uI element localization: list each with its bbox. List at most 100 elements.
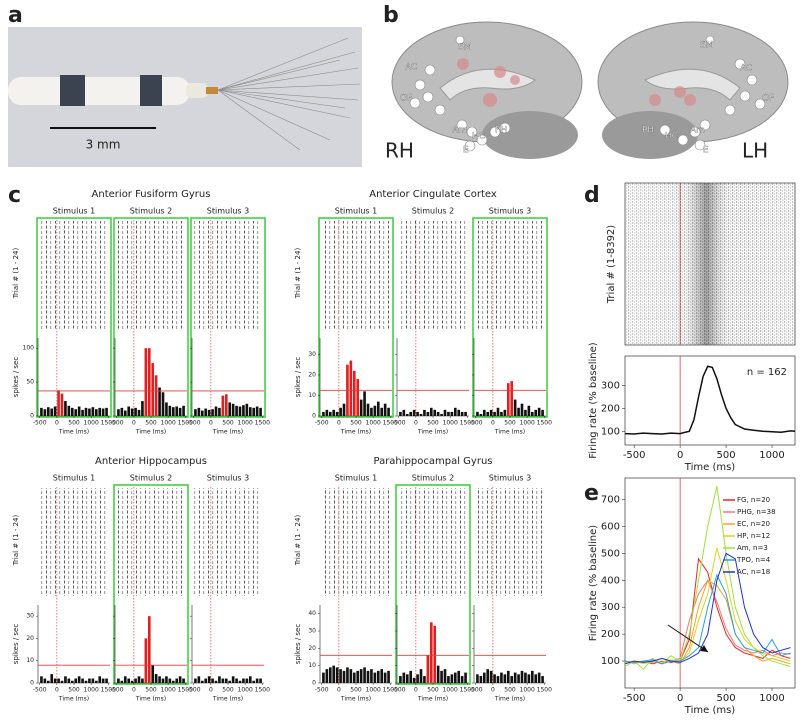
y-axis-label: spikes / sec <box>12 624 20 665</box>
group-title: Parahippocampal Gyrus <box>373 456 492 467</box>
x-tick-label: -500 <box>469 687 483 694</box>
x-tick-label: 0 <box>414 687 418 694</box>
x-tick-label: 1000 <box>443 420 458 427</box>
bar <box>154 375 158 416</box>
bar <box>259 407 262 416</box>
y-axis-label: spikes / sec <box>294 624 302 665</box>
bar <box>366 403 370 416</box>
bar <box>440 670 443 683</box>
x-tick-label: 500 <box>68 687 80 694</box>
x-tick-label: 1500 <box>537 687 552 694</box>
bar <box>178 407 182 416</box>
region-label: OF <box>762 94 774 104</box>
bar <box>370 669 373 683</box>
bar <box>117 409 120 416</box>
bar <box>513 399 517 416</box>
x-tick-label: 500 <box>222 420 234 427</box>
bar <box>175 678 179 683</box>
region-label: PH <box>642 126 654 136</box>
raster-ylabel: Trial # (1 - 24) <box>12 248 20 300</box>
bar <box>242 405 245 416</box>
bar <box>144 348 148 416</box>
x-axis-label: Time (ms) <box>417 696 448 703</box>
x-tick-label: -500 <box>623 693 646 704</box>
bar <box>332 409 336 416</box>
y-tick-label: 100 <box>601 656 620 667</box>
bar <box>98 676 102 683</box>
raster <box>322 221 390 329</box>
x-tick-label: 500 <box>350 420 362 427</box>
y-tick-label: 300 <box>601 602 620 613</box>
raster <box>399 488 467 596</box>
x-tick-label: -500 <box>392 687 406 694</box>
raster-ylabel: Trial # (1 - 24) <box>294 515 302 567</box>
bar <box>137 409 141 416</box>
bar <box>70 407 74 416</box>
bar <box>436 665 440 683</box>
x-tick-label: 1500 <box>537 420 552 427</box>
region-label: SM <box>458 43 471 53</box>
x-axis-label: Time (ms) <box>340 696 371 703</box>
bar <box>57 678 60 683</box>
bar <box>194 409 197 416</box>
x-tick-label: 0 <box>414 420 418 427</box>
x-tick-label: 500 <box>145 687 157 694</box>
bar <box>402 672 406 683</box>
y-tick-label: 0 <box>312 680 316 687</box>
x-tick-label: 0 <box>209 687 213 694</box>
bar <box>363 391 366 416</box>
bar <box>450 674 454 683</box>
region-label: PH <box>495 126 507 136</box>
bar <box>426 655 430 683</box>
bar <box>402 409 406 416</box>
bar <box>105 678 108 683</box>
bar <box>228 402 232 416</box>
bar <box>50 674 54 683</box>
y-tick-label: 10 <box>308 662 316 669</box>
bar <box>182 678 185 683</box>
bar <box>40 676 43 683</box>
bar <box>214 680 218 683</box>
bar <box>154 674 158 683</box>
bar <box>147 348 151 416</box>
x-tick-label: -500 <box>315 687 329 694</box>
bar <box>53 678 57 683</box>
x-axis-label: Time (ms) <box>494 429 525 436</box>
x-tick-label: 1500 <box>255 420 270 427</box>
group-title: Anterior Cingulate Cortex <box>369 189 497 200</box>
stimulus-title: Stimulus 2 <box>130 474 172 483</box>
x-axis-label: Time (ms) <box>212 429 243 436</box>
bar <box>517 674 520 683</box>
brain-lh <box>597 21 789 159</box>
y-axis-label: Firing rate (% baseline) <box>588 525 599 642</box>
bar <box>503 674 507 683</box>
bar <box>228 680 232 683</box>
bar <box>534 409 538 416</box>
bar <box>60 680 64 683</box>
bar <box>171 680 175 683</box>
bar <box>74 678 78 683</box>
legend-label: TPO, n=4 <box>736 556 771 564</box>
series-line <box>624 485 791 670</box>
region-label: HC <box>472 132 485 142</box>
bar <box>147 616 151 683</box>
plot-frame <box>624 477 796 689</box>
stimulus-title: Stimulus 3 <box>489 207 531 216</box>
x-tick-label: 0 <box>55 687 59 694</box>
bar <box>423 409 426 416</box>
y-tick-label: 0 <box>312 413 316 420</box>
y-tick-label: 100 <box>601 426 620 437</box>
x-tick-label: 1500 <box>178 420 193 427</box>
x-tick-label: 0 <box>491 687 495 694</box>
bar <box>252 407 256 416</box>
bar <box>141 401 144 416</box>
bar <box>123 410 127 416</box>
region-label: AC <box>740 64 752 74</box>
y-tick-label: 10 <box>26 657 34 664</box>
region-label: OF <box>400 94 412 104</box>
bar <box>64 676 67 683</box>
y-tick-label: 20 <box>308 645 316 652</box>
bar <box>370 407 373 416</box>
x-axis-label: Time (ms) <box>417 429 448 436</box>
y-axis-label: spikes / sec <box>294 357 302 398</box>
